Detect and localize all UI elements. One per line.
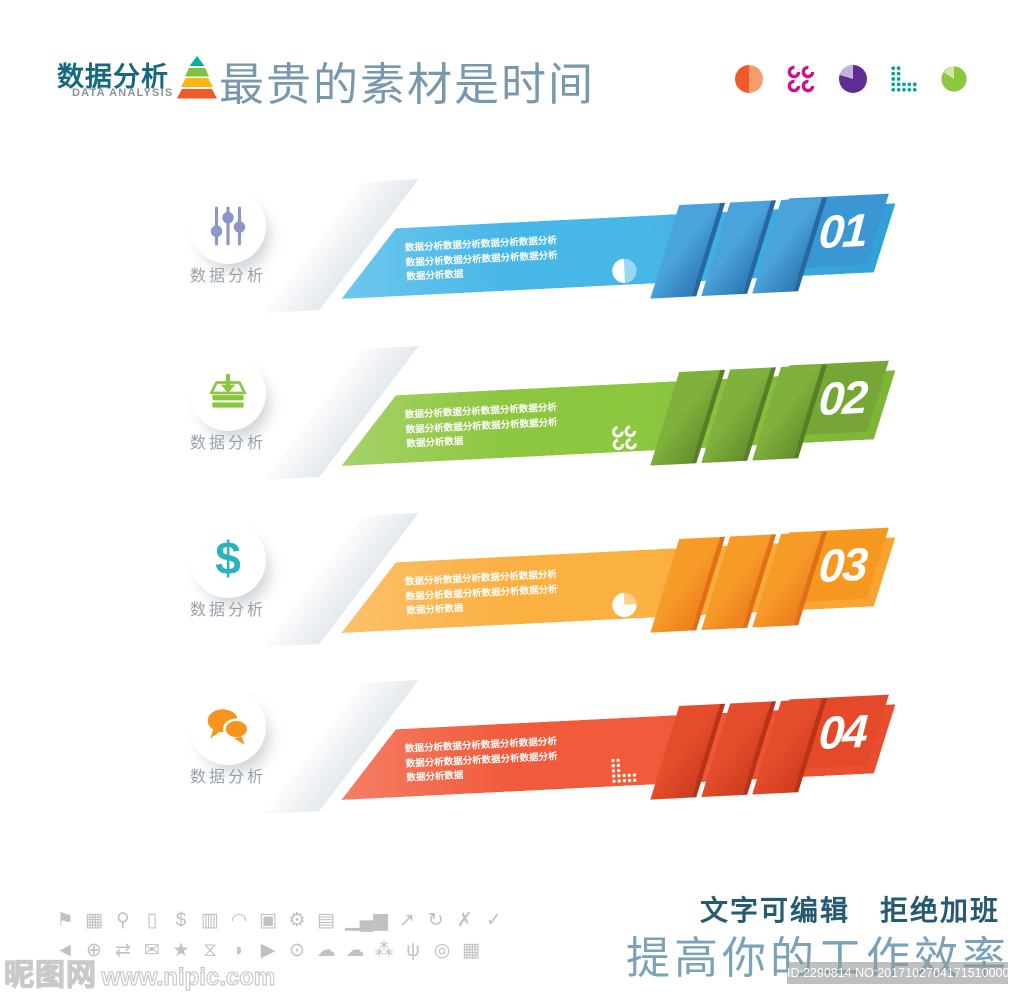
logo-text-en: DATA ANALYSIS <box>72 87 174 99</box>
rings-magenta-icon <box>787 65 815 93</box>
bar-chart-icon: ▁▄▆ <box>345 910 388 931</box>
site-watermark: 昵图网 www.nipic.com <box>3 950 276 993</box>
check-icon: ✓ <box>485 910 502 931</box>
half-pie-orange-icon <box>735 65 763 93</box>
dollar-icon: $ <box>215 532 241 584</box>
chat-icon: ◗ <box>233 940 245 961</box>
banner-group: 数据分析数据分析数据分析数据分析 数据分析数据分析数据分析数据分析 数据分析数据… <box>263 673 925 843</box>
trend-arrow-icon: ↗ <box>398 910 415 931</box>
step-row-01: 数据分析 数据分析数据分析数据分析数据分析 数据分析数据分析数据分析数据分析 数… <box>0 158 1024 330</box>
step-row-03: $ 数据分析 数据分析数据分析数据分析数据分析 数据分析数据分析数据分析数据分析… <box>0 492 1024 664</box>
pyramid-logo-icon <box>177 56 217 102</box>
dot-grid-teal-icon <box>891 66 917 92</box>
editable-note: 文字可编辑 拒绝加班 <box>699 895 1000 926</box>
logo-text-cn: 数据分析 <box>57 62 169 92</box>
page-title: 最贵的素材是时间 <box>219 59 596 110</box>
pyramid-layer <box>181 78 213 87</box>
sliders-icon <box>210 206 246 246</box>
dollar-icon: $ <box>175 910 187 931</box>
category-icon-circle: $ <box>190 522 266 598</box>
category-icon-circle <box>190 689 266 765</box>
close-icon: ✗ <box>456 910 473 931</box>
pie-quarter-icon <box>612 592 637 617</box>
site-name-cn: 昵图网 <box>3 958 97 992</box>
swap-arrows-icon: ⇄ <box>115 940 131 961</box>
flag-icon: ⚑ <box>56 910 74 931</box>
decor-icon-strip-1: ⚑ ▦ ⚲ ▯ $ ▥ ◠ ▣ ⚙ ▤ ▁▄▆ ↗ ↻ ✗ ✓ <box>55 910 504 932</box>
step-number: 04 <box>817 704 868 760</box>
category-label: 数据分析 <box>189 435 266 452</box>
step-row-04: 数据分析 数据分析数据分析数据分析数据分析 数据分析数据分析数据分析数据分析 数… <box>0 659 1024 831</box>
category-icon-circle <box>190 355 266 431</box>
trash-icon: ▥ <box>201 910 219 931</box>
category-label: 数据分析 <box>189 602 266 619</box>
megaphone-icon: ◄ <box>55 940 75 961</box>
refresh-icon: ↻ <box>427 910 444 931</box>
calendar-icon: ▦ <box>85 910 103 931</box>
wifi-icon: ◠ <box>230 910 248 931</box>
lock-icon: ▣ <box>259 910 277 931</box>
banner-group: 数据分析数据分析数据分析数据分析 数据分析数据分析数据分析数据分析 数据分析数据… <box>263 339 925 509</box>
video-icon: ▶ <box>260 940 276 961</box>
step-row-02: 数据分析 数据分析数据分析数据分析数据分析 数据分析数据分析数据分析数据分析 数… <box>0 325 1024 497</box>
globe-icon: ⊕ <box>86 940 102 961</box>
mini-chart-strip <box>734 64 968 94</box>
calendar-dollar-icon: ▦ <box>462 940 480 961</box>
gears-icon: ⚙ <box>288 910 306 931</box>
share-icon: ⁂ <box>374 940 394 961</box>
step-number: 01 <box>817 203 868 259</box>
pie-green-icon <box>941 66 967 92</box>
decor-icon-strip-2: ◄ ⊕ ⇄ ✉ ★ ⧖ ◗ ▶ ⊙ ☁ ☁ ⁂ ψ ◎ ▦ <box>55 940 481 962</box>
rings-icon <box>612 425 637 451</box>
chat-bubbles-icon <box>207 709 250 745</box>
banner-group: 数据分析数据分析数据分析数据分析 数据分析数据分析数据分析数据分析 数据分析数据… <box>263 172 925 342</box>
step-number: 03 <box>817 537 868 593</box>
hierarchy-icon: ψ <box>406 940 420 961</box>
pie-purple-icon <box>839 65 867 93</box>
phone-icon: ▯ <box>146 910 158 931</box>
star-icon: ★ <box>172 940 190 961</box>
banner-group: 数据分析数据分析数据分析数据分析 数据分析数据分析数据分析数据分析 数据分析数据… <box>263 506 925 676</box>
pyramid-layer <box>177 88 217 99</box>
target-icon: ◎ <box>433 940 451 961</box>
category-label: 数据分析 <box>189 268 266 285</box>
toolbox-icon: ▤ <box>317 910 335 931</box>
watermark-id-bar: ID:2290814 NO:20171027041715100000 <box>787 962 1016 984</box>
hourglass-icon: ⧖ <box>203 940 217 961</box>
cloud-download-icon: ☁ <box>345 940 365 961</box>
mail-icon: ✉ <box>144 940 160 961</box>
pyramid-layer <box>189 56 205 66</box>
search-icon: ⚲ <box>116 910 130 931</box>
site-url: www.nipic.com <box>101 963 276 991</box>
category-label: 数据分析 <box>189 769 266 786</box>
archive-download-icon <box>209 374 247 408</box>
half-pie-icon <box>612 258 637 283</box>
pyramid-layer <box>185 67 209 77</box>
cloud-upload-icon: ☁ <box>316 940 336 961</box>
bulb-icon: ⊙ <box>289 940 305 961</box>
step-number: 02 <box>817 370 868 426</box>
dot-grid-icon <box>611 758 637 783</box>
category-icon-circle <box>190 188 266 264</box>
